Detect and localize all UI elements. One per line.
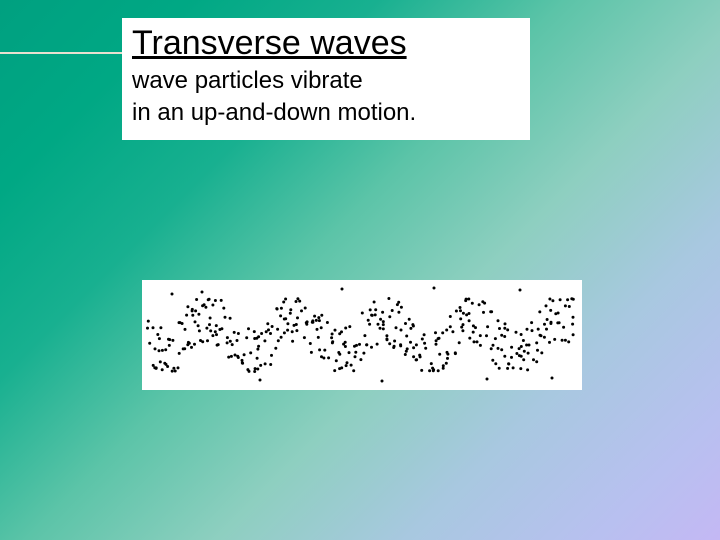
slide-title: Transverse waves [132, 24, 520, 63]
slide: Transverse waves wave particles vibrate … [0, 0, 720, 540]
body-line-2: in an up-and-down motion. [132, 97, 520, 129]
transverse-wave-particle-diagram [142, 280, 582, 390]
content-text-box: Transverse waves wave particles vibrate … [122, 18, 530, 140]
body-line-1: wave particles vibrate [132, 65, 520, 97]
particle-scatter-svg [142, 280, 582, 390]
header-rule [0, 52, 132, 54]
